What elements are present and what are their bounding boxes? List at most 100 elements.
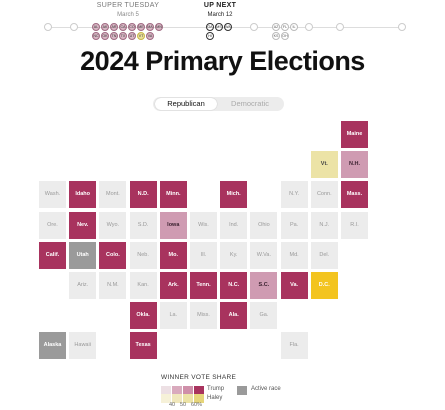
state-tile-colo[interactable]: Colo.	[99, 241, 127, 269]
state-tile-sd[interactable]: S.D.	[129, 211, 157, 239]
timeline-state-chip[interactable]: MA	[146, 23, 154, 31]
legend-swatch-haley-50	[172, 394, 182, 403]
timeline-state-chip[interactable]: OH	[281, 32, 289, 40]
state-tile-nc[interactable]: N.C.	[220, 272, 248, 299]
state-tile-conn[interactable]: Conn.	[310, 181, 338, 209]
state-tile-mo[interactable]: Mo.	[159, 241, 187, 269]
timeline-state-chip[interactable]: TN	[110, 32, 118, 40]
state-tile-ariz[interactable]: Ariz.	[69, 272, 97, 299]
state-tile-ark[interactable]: Ark.	[159, 272, 187, 299]
state-tile-alaska[interactable]: Alaska	[39, 332, 66, 360]
state-tile-texas[interactable]: Texas	[129, 332, 157, 360]
timeline-state-chip[interactable]: AL	[92, 23, 100, 31]
timeline-state-chip[interactable]: ME	[137, 23, 145, 31]
timeline-dot[interactable]	[336, 23, 344, 31]
timeline-state-chip[interactable]: AR	[110, 23, 118, 31]
state-tile-va[interactable]: Va.	[280, 272, 308, 299]
timeline-state-chip[interactable]: VT	[137, 32, 145, 40]
party-toggle[interactable]: Republican Democratic	[153, 97, 284, 111]
state-tile-kan[interactable]: Kan.	[129, 272, 157, 299]
page-title: 2024 Primary Elections	[80, 46, 365, 76]
timeline-dot[interactable]	[44, 23, 52, 31]
state-tile-ri[interactable]: R.I.	[341, 211, 368, 239]
state-tile-ohio[interactable]: Ohio	[250, 211, 278, 239]
state-tile-vt[interactable]: Vt.	[310, 151, 338, 179]
state-tile-mich[interactable]: Mich.	[220, 181, 248, 209]
state-tile-nh[interactable]: N.H.	[341, 151, 368, 179]
state-tile-wyo[interactable]: Wyo.	[99, 211, 127, 239]
state-tile-ill[interactable]: Ill.	[190, 241, 217, 269]
tab-republican[interactable]: Republican	[155, 98, 217, 110]
timeline-state-chip[interactable]: TX	[119, 32, 127, 40]
state-tile-ga[interactable]: Ga.	[250, 302, 278, 330]
timeline-state-chip[interactable]: CA	[119, 23, 127, 31]
state-tile-neb[interactable]: Neb.	[129, 241, 157, 269]
state-tile-ore[interactable]: Ore.	[39, 211, 66, 239]
state-tile-pa[interactable]: Pa.	[280, 211, 308, 239]
state-tile-fla[interactable]: Fla.	[280, 332, 308, 360]
state-tile-ny[interactable]: N.Y.	[280, 181, 308, 209]
timeline-state-chip[interactable]: AZ	[272, 23, 280, 31]
timeline-state-chip[interactable]: MN	[155, 23, 163, 31]
state-tile-hawaii[interactable]: Hawaii	[69, 332, 97, 360]
timeline-dot[interactable]	[250, 23, 258, 31]
timeline-dot[interactable]	[305, 23, 313, 31]
up-next-date: March 12	[207, 12, 233, 18]
state-tile-dc[interactable]: D.C.	[310, 272, 338, 299]
state-tile-md[interactable]: Md.	[280, 241, 308, 269]
legend-swatch-haley-55	[183, 394, 193, 403]
state-tile-la[interactable]: La.	[159, 302, 187, 330]
state-tile-wva[interactable]: W.Va.	[250, 241, 278, 269]
timeline-state-chip[interactable]: AK	[101, 23, 109, 31]
timeline-state-chip[interactable]: WA	[224, 23, 232, 31]
state-tile-maine[interactable]: Maine	[341, 121, 368, 148]
legend-active-label: Active race	[251, 386, 281, 392]
timeline-state-chip[interactable]: UT	[128, 32, 136, 40]
state-tile-nj[interactable]: N.J.	[310, 211, 338, 239]
state-tile-wash[interactable]: Wash.	[39, 181, 66, 209]
timeline-state-chip[interactable]: VA	[146, 32, 154, 40]
state-tile-minn[interactable]: Minn.	[159, 181, 187, 209]
legend-swatch-trump-40	[161, 386, 171, 395]
state-tile-tenn[interactable]: Tenn.	[190, 272, 217, 299]
timeline-state-chip[interactable]: MS	[215, 23, 223, 31]
timeline-dot[interactable]	[70, 23, 78, 31]
tab-democratic[interactable]: Democratic	[231, 99, 269, 108]
timeline-state-chip[interactable]: CO	[128, 23, 136, 31]
state-tile-ky[interactable]: Ky.	[220, 241, 248, 269]
state-tile-idaho[interactable]: Idaho	[69, 181, 97, 209]
state-tile-mass[interactable]: Mass.	[341, 181, 368, 209]
state-tile-nd[interactable]: N.D.	[129, 181, 157, 209]
state-tile-nev[interactable]: Nev.	[69, 211, 97, 239]
state-tile-mont[interactable]: Mont.	[99, 181, 127, 209]
timeline-state-chip[interactable]: FL	[281, 23, 289, 31]
state-tile-iowa[interactable]: Iowa	[159, 211, 187, 239]
state-tile-del[interactable]: Del.	[310, 241, 338, 269]
state-tile-utah[interactable]: Utah	[69, 241, 97, 269]
super-tuesday-label: SUPER TUESDAY	[96, 2, 160, 9]
timeline-state-chip[interactable]: GA	[206, 23, 214, 31]
timeline-state-chip[interactable]: NC	[92, 32, 100, 40]
legend: WINNER VOTE SHARE Trump Haley 40 50 60% …	[161, 374, 341, 410]
state-tile-miss[interactable]: Miss.	[190, 302, 217, 330]
state-tile-ala[interactable]: Ala.	[220, 302, 248, 330]
legend-swatch-haley-60	[194, 394, 204, 403]
legend-active-swatch	[237, 386, 247, 395]
timeline-dot[interactable]	[398, 23, 406, 31]
timeline-state-chip[interactable]: IL	[290, 23, 298, 31]
legend-haley-label: Haley	[207, 395, 223, 401]
state-tile-sc[interactable]: S.C.	[250, 272, 278, 299]
timeline-state-chip[interactable]: OK	[101, 32, 109, 40]
state-tile-calif[interactable]: Calif.	[39, 241, 66, 269]
timeline-state-chip[interactable]: KS	[272, 32, 280, 40]
timeline-state-chip[interactable]: HI	[206, 32, 214, 40]
legend-swatch-trump-60	[194, 386, 204, 395]
state-tile-ind[interactable]: Ind.	[220, 211, 248, 239]
legend-swatch-trump-55	[183, 386, 193, 395]
legend-swatch-trump-50	[172, 386, 182, 395]
state-tile-nm[interactable]: N.M.	[99, 272, 127, 299]
state-tile-okla[interactable]: Okla.	[129, 302, 157, 330]
state-tile-wis[interactable]: Wis.	[190, 211, 217, 239]
legend-tick: 50	[180, 402, 187, 408]
legend-title: WINNER VOTE SHARE	[161, 374, 237, 381]
